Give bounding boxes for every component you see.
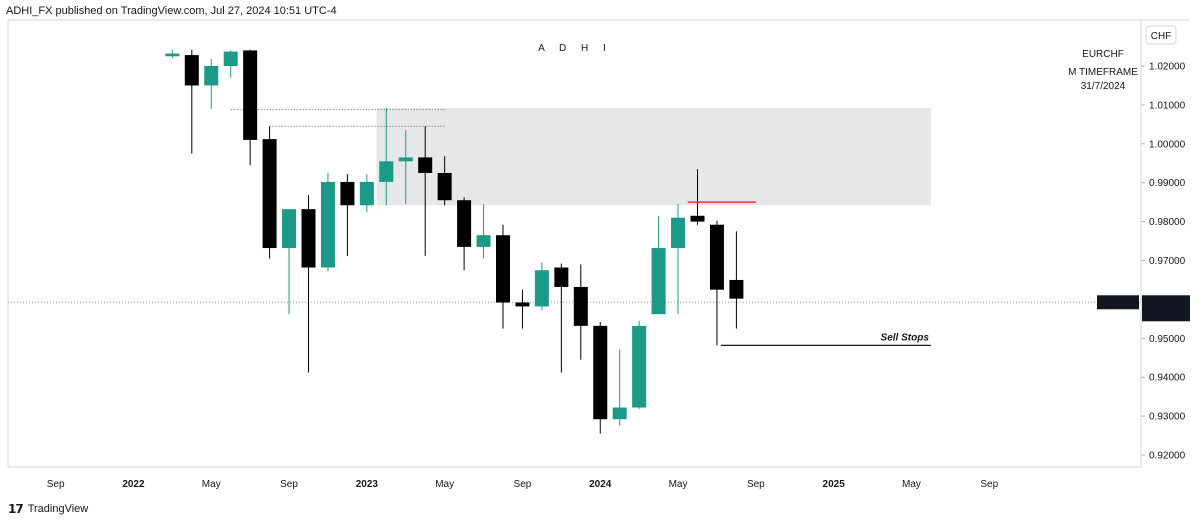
currency-badge[interactable] <box>1145 25 1177 45</box>
candle-body <box>204 66 219 86</box>
info-date: 31/7/2024 <box>1081 81 1126 92</box>
symbol-tag <box>1097 295 1139 310</box>
x-tick-label: 2023 <box>356 479 379 490</box>
candle-body <box>709 224 724 290</box>
countdown-label: 4d 7h <box>1147 310 1172 321</box>
candle-body <box>165 53 180 57</box>
candle-body <box>223 51 238 66</box>
candle-body <box>593 325 608 420</box>
candle-body <box>301 209 316 268</box>
x-tick-label: May <box>435 479 454 490</box>
candle-body <box>573 286 588 326</box>
y-tick-label: 1.01000 <box>1149 100 1186 111</box>
price-chart[interactable]: Sell Stops A D H I EURCHF M TIMEFRAME 31/7/2… <box>0 0 1200 500</box>
sell-stops-label: Sell Stops <box>881 332 930 343</box>
x-tick-label: Sep <box>980 479 998 490</box>
footer-brand-label: TradingView <box>27 503 89 515</box>
candle-body <box>612 407 627 420</box>
candle-body <box>243 50 258 140</box>
candle-body <box>729 279 744 299</box>
candle-body <box>690 215 705 222</box>
candle-body <box>632 325 647 408</box>
supply-zone <box>376 108 931 206</box>
candle-body <box>496 235 510 303</box>
publish-header: ADHI_FX published on TradingView.com, Ju… <box>6 5 337 17</box>
candle-body <box>282 209 297 249</box>
currency-label: CHF <box>1151 31 1172 42</box>
y-tick-label: 0.97000 <box>1149 256 1186 267</box>
x-tick-label: Sep <box>747 479 765 490</box>
candle-body <box>379 161 394 182</box>
x-tick-label: Sep <box>47 479 65 490</box>
candle-body <box>476 235 491 247</box>
x-tick-label: 2024 <box>589 479 612 490</box>
candle-body <box>340 181 355 206</box>
x-tick-label: 2022 <box>122 479 145 490</box>
candle-body <box>437 172 452 201</box>
last-price-tag <box>1142 295 1190 322</box>
candle-body <box>554 267 569 287</box>
candle-body <box>515 302 530 307</box>
candle-body <box>671 217 686 249</box>
info-symbol: EURCHF <box>1082 49 1124 60</box>
y-tick-label: 0.95000 <box>1149 334 1186 345</box>
y-tick-label: 0.93000 <box>1149 412 1186 423</box>
candle-body <box>262 139 277 249</box>
last-price-label: 0.95926 <box>1148 298 1185 309</box>
candle-body <box>651 248 666 315</box>
x-tick-label: May <box>902 479 921 490</box>
candle-body <box>184 55 199 86</box>
chart-title: A D H I <box>538 43 612 54</box>
candle-body <box>534 270 549 307</box>
x-tick-label: May <box>202 479 221 490</box>
candles-group <box>165 49 744 434</box>
y-tick-label: 0.92000 <box>1149 451 1186 462</box>
y-tick-label: 0.98000 <box>1149 217 1186 228</box>
candle-body <box>418 157 433 173</box>
y-tick-label: 0.99000 <box>1149 178 1186 189</box>
y-tick-label: 1.02000 <box>1149 62 1186 73</box>
y-tick-label: 0.94000 <box>1149 373 1186 384</box>
x-tick-label: Sep <box>280 479 298 490</box>
info-timeframe: M TIMEFRAME <box>1068 67 1138 78</box>
symbol-tag-label: EURCHF <box>1097 298 1139 309</box>
footer-brand: 𝟭𝟳 TradingView <box>8 502 88 516</box>
x-tick-label: 2025 <box>823 479 846 490</box>
candle-body <box>398 157 413 162</box>
y-tick-label: 1.00000 <box>1149 139 1186 150</box>
candle-body <box>320 181 335 268</box>
x-tick-label: Sep <box>514 479 532 490</box>
x-tick-label: May <box>669 479 688 490</box>
tradingview-logo-icon: 𝟭𝟳 <box>8 502 24 516</box>
candle-body <box>457 200 472 247</box>
candle-body <box>359 181 374 206</box>
